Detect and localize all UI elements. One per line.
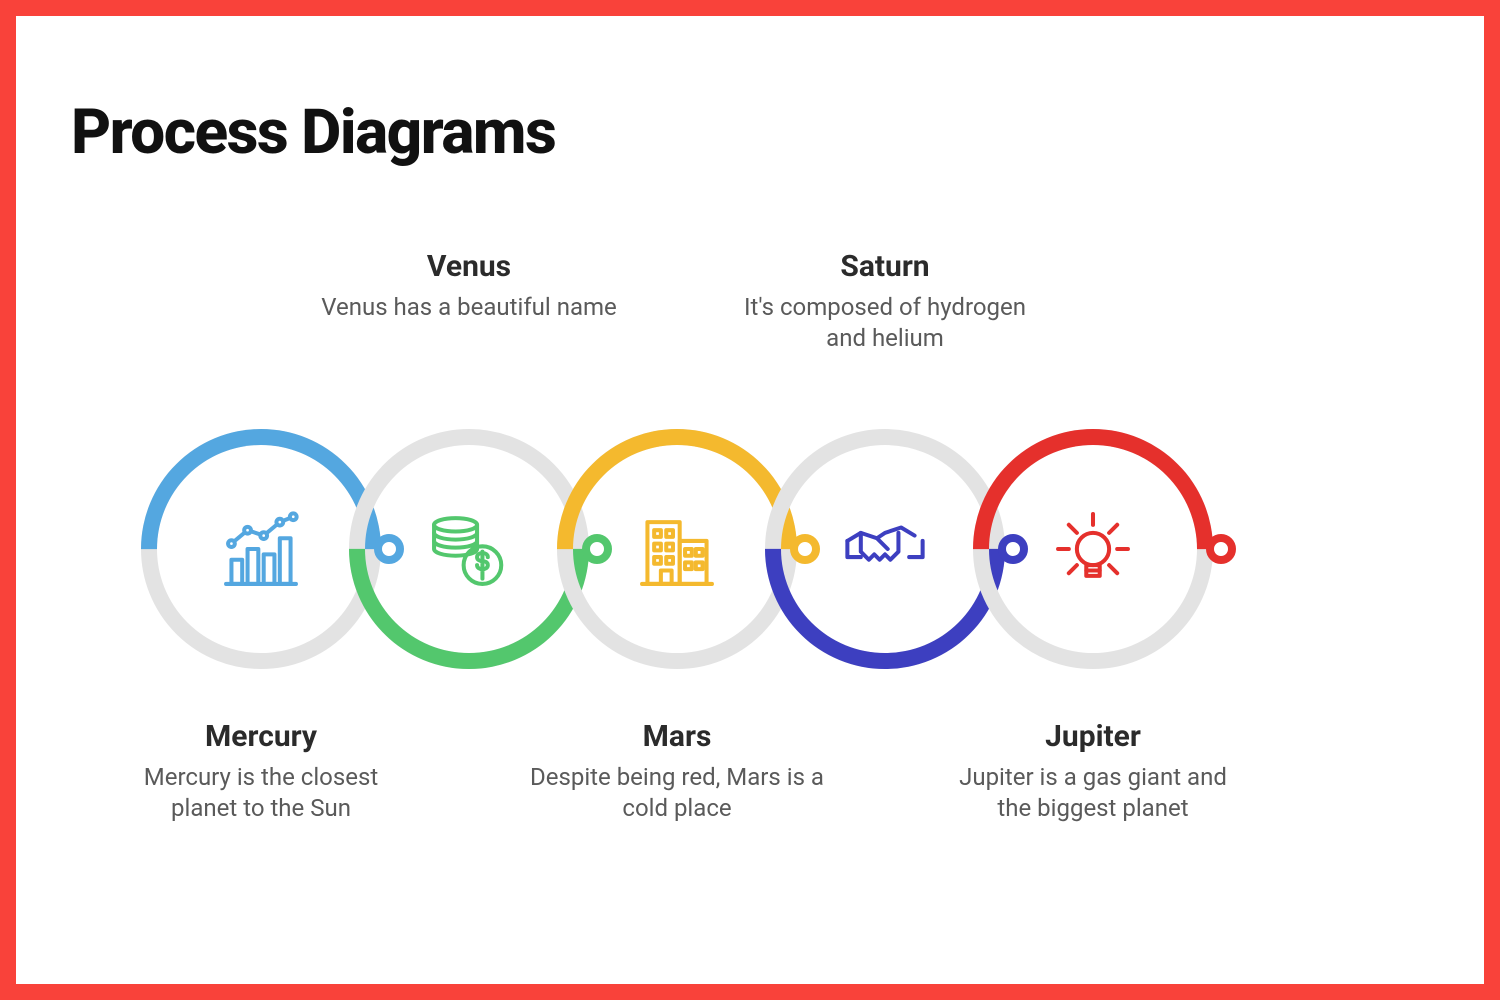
- step-title: Venus: [319, 249, 619, 284]
- step-label-mercury: Mercury Mercury is the closest planet to…: [111, 719, 411, 824]
- step-circle-mars: [557, 429, 797, 669]
- step-desc: Venus has a beautiful name: [319, 292, 619, 323]
- page-title: Process Diagrams: [71, 96, 1429, 169]
- step-desc: It's composed of hydrogen and helium: [735, 292, 1035, 354]
- step-circle-saturn: [765, 429, 1005, 669]
- coins-dollar-icon: [349, 429, 589, 669]
- connector-dot: [1206, 534, 1236, 564]
- step-title: Jupiter: [943, 719, 1243, 754]
- lightbulb-icon: [973, 429, 1213, 669]
- step-label-venus: Venus Venus has a beautiful name: [319, 249, 619, 323]
- handshake-icon: [765, 429, 1005, 669]
- frame: Process Diagrams Venus Venus has a beaut…: [0, 0, 1500, 1000]
- buildings-icon: [557, 429, 797, 669]
- step-desc: Despite being red, Mars is a cold place: [527, 762, 827, 824]
- step-circle-venus: [349, 429, 589, 669]
- step-desc: Jupiter is a gas giant and the biggest p…: [943, 762, 1243, 824]
- step-title: Saturn: [735, 249, 1035, 284]
- step-label-saturn: Saturn It's composed of hydrogen and hel…: [735, 249, 1035, 354]
- bar-chart-growth-icon: [141, 429, 381, 669]
- step-label-jupiter: Jupiter Jupiter is a gas giant and the b…: [943, 719, 1243, 824]
- step-title: Mercury: [111, 719, 411, 754]
- step-label-mars: Mars Despite being red, Mars is a cold p…: [527, 719, 827, 824]
- step-circle-mercury: [141, 429, 381, 669]
- process-diagram: Venus Venus has a beautiful name Saturn …: [71, 179, 1429, 899]
- step-circle-jupiter: [973, 429, 1213, 669]
- step-desc: Mercury is the closest planet to the Sun: [111, 762, 411, 824]
- step-title: Mars: [527, 719, 827, 754]
